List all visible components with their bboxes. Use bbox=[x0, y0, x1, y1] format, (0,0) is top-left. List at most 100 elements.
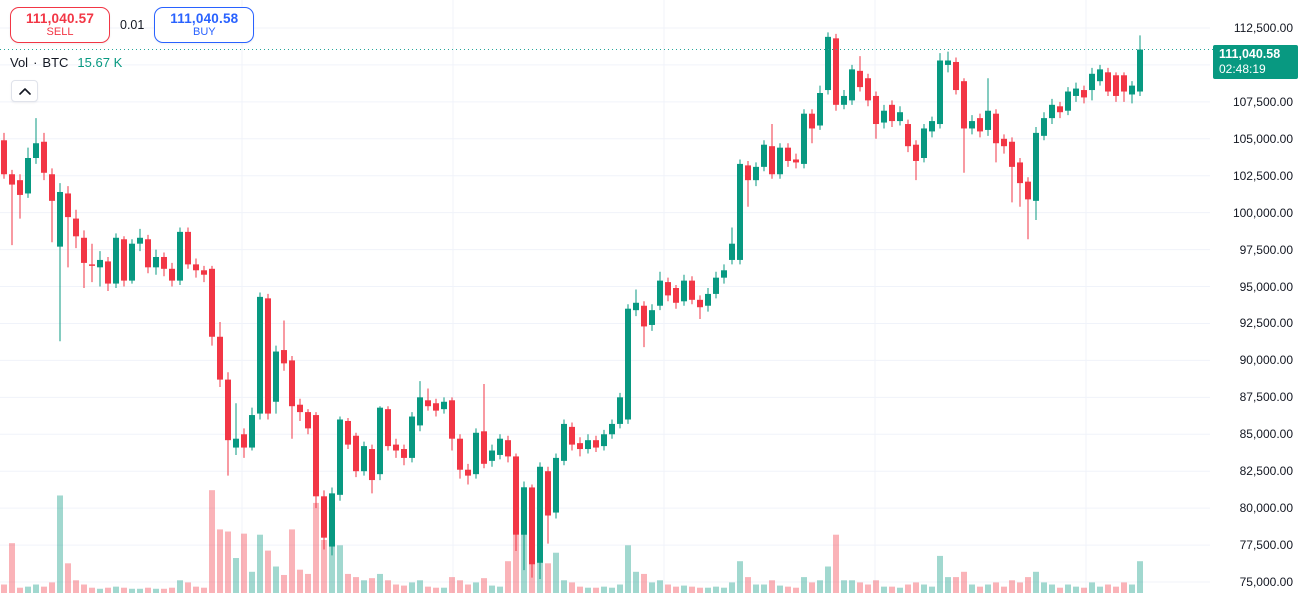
candle-body bbox=[497, 438, 503, 455]
volume-bar bbox=[417, 580, 423, 593]
buy-button[interactable]: 111,040.58 BUY bbox=[154, 7, 255, 43]
candle-body bbox=[305, 412, 311, 429]
candle-body bbox=[633, 302, 639, 311]
price-axis-label: 77,500.00 bbox=[1239, 538, 1293, 553]
candle-body bbox=[841, 95, 847, 105]
candle-body bbox=[865, 78, 871, 101]
volume-bar bbox=[433, 587, 439, 593]
volume-bar bbox=[369, 578, 375, 593]
candle-body bbox=[673, 288, 679, 303]
candle-body bbox=[849, 69, 855, 101]
candle-body bbox=[241, 434, 247, 448]
candle-body bbox=[465, 469, 471, 476]
candle-body bbox=[321, 496, 327, 538]
candle-body bbox=[49, 174, 55, 201]
volume-bar bbox=[593, 587, 599, 593]
volume-bar bbox=[721, 587, 727, 593]
legend-symbol: BTC bbox=[42, 55, 69, 70]
candle-body bbox=[881, 110, 887, 123]
price-axis-label: 97,500.00 bbox=[1239, 242, 1293, 257]
volume-bar bbox=[729, 582, 735, 593]
volume-bar bbox=[305, 573, 311, 593]
volume-bar bbox=[857, 582, 863, 593]
candle-body bbox=[337, 419, 343, 495]
candle-body bbox=[425, 400, 431, 407]
price-axis[interactable]: 112,500.00 107,500.00 105,000.00 102,500.00… bbox=[1210, 0, 1300, 593]
candle-body bbox=[737, 163, 743, 260]
candle-body bbox=[209, 268, 215, 337]
candle-body bbox=[625, 308, 631, 420]
candle-body bbox=[1041, 118, 1047, 136]
volume-bar bbox=[801, 577, 807, 593]
volume-bar bbox=[1129, 584, 1135, 593]
volume-bar bbox=[297, 569, 303, 593]
volume-bar bbox=[561, 580, 567, 593]
sell-label: SELL bbox=[46, 26, 74, 39]
candle-body bbox=[913, 144, 919, 161]
price-axis-label: 95,000.00 bbox=[1239, 279, 1293, 294]
volume-bar bbox=[697, 587, 703, 593]
candle-body bbox=[601, 434, 607, 447]
candle-body bbox=[1089, 73, 1095, 91]
candle-body bbox=[1137, 49, 1143, 92]
volume-bar bbox=[289, 529, 295, 593]
candle-body bbox=[377, 407, 383, 475]
candle-body bbox=[97, 259, 103, 268]
candle-body bbox=[809, 113, 815, 129]
candle-body bbox=[825, 36, 831, 91]
legend-name: Vol bbox=[10, 55, 29, 70]
candle-body bbox=[385, 409, 391, 447]
volume-bar bbox=[1001, 586, 1007, 593]
candle-body bbox=[1097, 69, 1103, 82]
volume-bar bbox=[713, 586, 719, 593]
candle-body bbox=[1033, 132, 1039, 201]
volume-bar bbox=[993, 582, 999, 593]
candle-body bbox=[945, 60, 951, 65]
volume-bar bbox=[113, 586, 119, 593]
volume-bar bbox=[809, 582, 815, 593]
badge-price: 111,040.58 bbox=[1219, 47, 1281, 61]
volume-bar bbox=[1017, 582, 1023, 593]
volume-bar bbox=[961, 571, 967, 593]
volume-bar bbox=[1057, 587, 1063, 593]
candle-body bbox=[561, 423, 567, 461]
spread-value: 0.01 bbox=[120, 18, 145, 32]
candle-body bbox=[129, 243, 135, 281]
candle-body bbox=[1049, 104, 1055, 119]
volume-bar bbox=[905, 584, 911, 593]
volume-bar bbox=[873, 580, 879, 593]
volume-bar bbox=[601, 586, 607, 593]
volume-bar bbox=[145, 587, 151, 593]
volume-bar bbox=[209, 490, 215, 593]
badge-countdown: 02:48:19 bbox=[1219, 62, 1266, 76]
price-axis-label: 112,500.00 bbox=[1233, 21, 1293, 35]
volume-bar bbox=[89, 587, 95, 593]
candle-body bbox=[169, 268, 175, 281]
volume-bar bbox=[449, 577, 455, 593]
volume-bar bbox=[409, 582, 415, 593]
candle-body bbox=[713, 277, 719, 294]
candle-body bbox=[681, 280, 687, 302]
volume-bar bbox=[817, 580, 823, 593]
collapse-button[interactable] bbox=[11, 80, 38, 102]
volume-bar bbox=[945, 577, 951, 593]
candle-body bbox=[281, 350, 287, 364]
candle-body bbox=[353, 435, 359, 472]
candle-body bbox=[1129, 85, 1135, 95]
volume-bar bbox=[185, 582, 191, 593]
volume-bar bbox=[777, 585, 783, 593]
volume-bar bbox=[473, 582, 479, 593]
candle-body bbox=[833, 38, 839, 105]
candle-body bbox=[265, 298, 271, 414]
volume-bar bbox=[913, 582, 919, 593]
price-axis-label: 80,000.00 bbox=[1239, 501, 1293, 516]
volume-bar bbox=[353, 577, 359, 593]
volume-bar bbox=[865, 584, 871, 593]
volume-bar bbox=[97, 588, 103, 593]
candle-body bbox=[57, 191, 63, 247]
sell-button[interactable]: 111,040.57 SELL bbox=[10, 7, 110, 43]
volume-bar bbox=[217, 529, 223, 593]
volume-bar bbox=[1105, 584, 1111, 593]
